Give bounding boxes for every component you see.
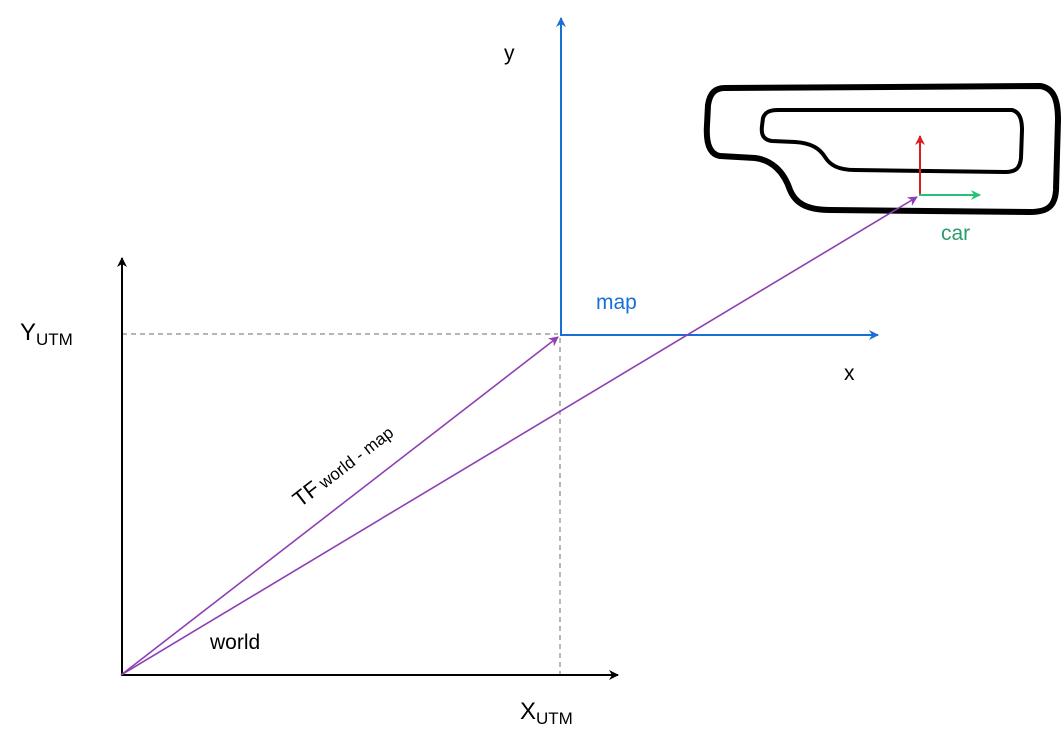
tf-world-map-label: TFworld - map (288, 419, 398, 512)
tf-world-car-arrow (120, 196, 918, 676)
map-x-label: x (844, 362, 855, 385)
map-y-label: y (504, 42, 515, 65)
track-inner-boundary (759, 108, 1024, 174)
y-utm-label: YUTM (20, 319, 73, 349)
x-utm-label: XUTM (520, 698, 573, 728)
track-outer-boundary (703, 83, 1061, 215)
tf-world-map-arrow (120, 336, 559, 676)
map-label: map (596, 291, 637, 314)
world-label: world (209, 631, 260, 654)
car-label: car (941, 222, 970, 245)
